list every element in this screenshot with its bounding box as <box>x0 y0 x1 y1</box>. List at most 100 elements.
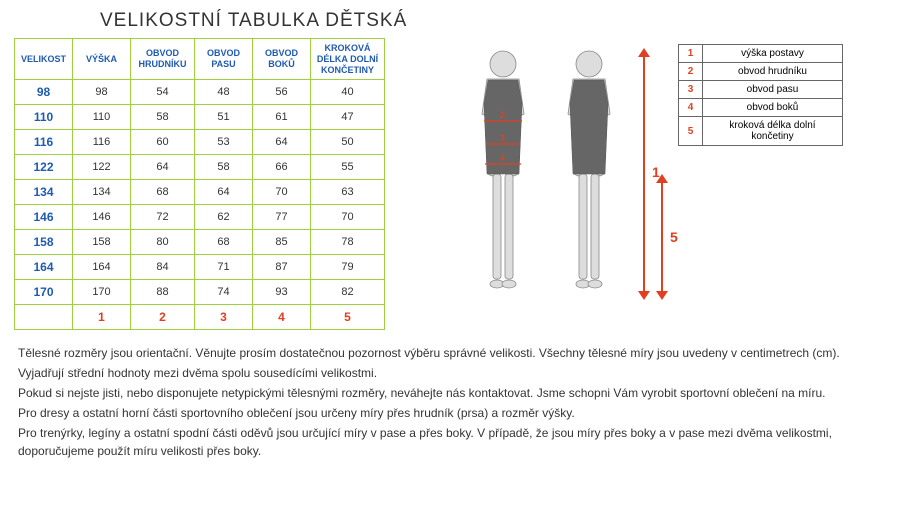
chest-label: 2 <box>500 110 505 120</box>
table-cell: 122 <box>15 155 73 180</box>
body-diagram: 2 3 4 <box>403 38 904 330</box>
table-cell: 164 <box>15 255 73 280</box>
table-cell: 64 <box>131 155 195 180</box>
table-cell: 48 <box>195 80 253 105</box>
size-table-header: OBVOD HRUDNÍKU <box>131 39 195 80</box>
legend-num: 3 <box>679 81 703 99</box>
table-cell: 58 <box>195 155 253 180</box>
table-row: 11011058516147 <box>15 105 385 130</box>
table-cell: 110 <box>73 105 131 130</box>
table-cell: 72 <box>131 205 195 230</box>
legend-label: obvod pasu <box>703 81 843 99</box>
table-cell: 88 <box>131 280 195 305</box>
table-cell: 61 <box>253 105 311 130</box>
table-cell: 146 <box>73 205 131 230</box>
legend-row: 4obvod boků <box>679 99 843 117</box>
table-cell: 47 <box>311 105 385 130</box>
size-table-header: OBVOD BOKŮ <box>253 39 311 80</box>
main-layout: VELIKOSTVÝŠKAOBVOD HRUDNÍKUOBVOD PASUOBV… <box>0 38 918 330</box>
table-cell: 56 <box>253 80 311 105</box>
note-line: Vyjadřují střední hodnoty mezi dvěma spo… <box>18 364 900 382</box>
legend-row: 2obvod hrudníku <box>679 63 843 81</box>
legend-label: výška postavy <box>703 45 843 63</box>
table-cell: 84 <box>131 255 195 280</box>
table-cell: 64 <box>195 180 253 205</box>
front-figure: 2 3 4 <box>464 44 542 304</box>
table-row: 989854485640 <box>15 80 385 105</box>
table-cell: 66 <box>253 155 311 180</box>
note-line: Pro trenýrky, legíny a ostatní spodní čá… <box>18 424 900 460</box>
waist-label: 3 <box>500 133 505 143</box>
table-cell: 64 <box>253 130 311 155</box>
table-cell: 62 <box>195 205 253 230</box>
notes: Tělesné rozměry jsou orientační. Věnujte… <box>0 330 918 460</box>
inseam-arrow: 5 <box>656 44 668 304</box>
table-cell: 79 <box>311 255 385 280</box>
height-arrow: 1 <box>638 44 650 304</box>
size-table-header: OBVOD PASU <box>195 39 253 80</box>
note-line: Pokud si nejste jisti, nebo disponujete … <box>18 384 900 402</box>
table-cell: 170 <box>73 280 131 305</box>
table-cell: 68 <box>195 230 253 255</box>
legend-label: kroková délka dolní končetiny <box>703 117 843 146</box>
arrow-5-label: 5 <box>670 229 678 245</box>
table-cell: 98 <box>73 80 131 105</box>
table-cell: 110 <box>15 105 73 130</box>
table-cell: 134 <box>15 180 73 205</box>
table-cell: 54 <box>131 80 195 105</box>
table-row: 16416484718779 <box>15 255 385 280</box>
table-cell: 60 <box>131 130 195 155</box>
table-cell: 70 <box>253 180 311 205</box>
table-cell: 51 <box>195 105 253 130</box>
legend-row: 1výška postavy <box>679 45 843 63</box>
note-line: Tělesné rozměry jsou orientační. Věnujte… <box>18 344 900 362</box>
figures: 2 3 4 <box>464 44 628 304</box>
legend-row: 5kroková délka dolní končetiny <box>679 117 843 146</box>
table-cell: 68 <box>131 180 195 205</box>
table-cell: 63 <box>311 180 385 205</box>
table-cell: 98 <box>15 80 73 105</box>
table-row: 17017088749382 <box>15 280 385 305</box>
hip-label: 4 <box>500 153 505 163</box>
table-footer-cell: 2 <box>131 305 195 330</box>
table-cell: 146 <box>15 205 73 230</box>
table-row: 14614672627770 <box>15 205 385 230</box>
table-cell: 74 <box>195 280 253 305</box>
page-title: VELIKOSTNÍ TABULKA DĚTSKÁ <box>0 0 918 38</box>
table-footer-cell: 1 <box>73 305 131 330</box>
legend-num: 1 <box>679 45 703 63</box>
table-footer-cell: 4 <box>253 305 311 330</box>
table-cell: 78 <box>311 230 385 255</box>
table-cell: 58 <box>131 105 195 130</box>
table-cell: 134 <box>73 180 131 205</box>
legend-label: obvod boků <box>703 99 843 117</box>
legend-label: obvod hrudníku <box>703 63 843 81</box>
table-cell: 93 <box>253 280 311 305</box>
table-cell: 116 <box>73 130 131 155</box>
table-cell: 122 <box>73 155 131 180</box>
table-row: 11611660536450 <box>15 130 385 155</box>
legend-num: 4 <box>679 99 703 117</box>
legend-num: 2 <box>679 63 703 81</box>
table-cell: 71 <box>195 255 253 280</box>
table-cell: 164 <box>73 255 131 280</box>
table-cell: 40 <box>311 80 385 105</box>
table-row: 15815880688578 <box>15 230 385 255</box>
table-cell: 80 <box>131 230 195 255</box>
table-footer-cell <box>15 305 73 330</box>
size-table-header: VELIKOST <box>15 39 73 80</box>
legend-num: 5 <box>679 117 703 146</box>
table-cell: 158 <box>15 230 73 255</box>
note-line: Pro dresy a ostatní horní části sportovn… <box>18 404 900 422</box>
table-cell: 77 <box>253 205 311 230</box>
size-table-header: VÝŠKA <box>73 39 131 80</box>
table-cell: 55 <box>311 155 385 180</box>
back-figure <box>550 44 628 304</box>
size-table: VELIKOSTVÝŠKAOBVOD HRUDNÍKUOBVOD PASUOBV… <box>14 38 385 330</box>
legend-table: 1výška postavy2obvod hrudníku3obvod pasu… <box>678 44 843 146</box>
size-table-header: KROKOVÁ DÉLKA DOLNÍ KONČETINY <box>311 39 385 80</box>
table-cell: 170 <box>15 280 73 305</box>
table-cell: 85 <box>253 230 311 255</box>
table-cell: 53 <box>195 130 253 155</box>
table-cell: 158 <box>73 230 131 255</box>
